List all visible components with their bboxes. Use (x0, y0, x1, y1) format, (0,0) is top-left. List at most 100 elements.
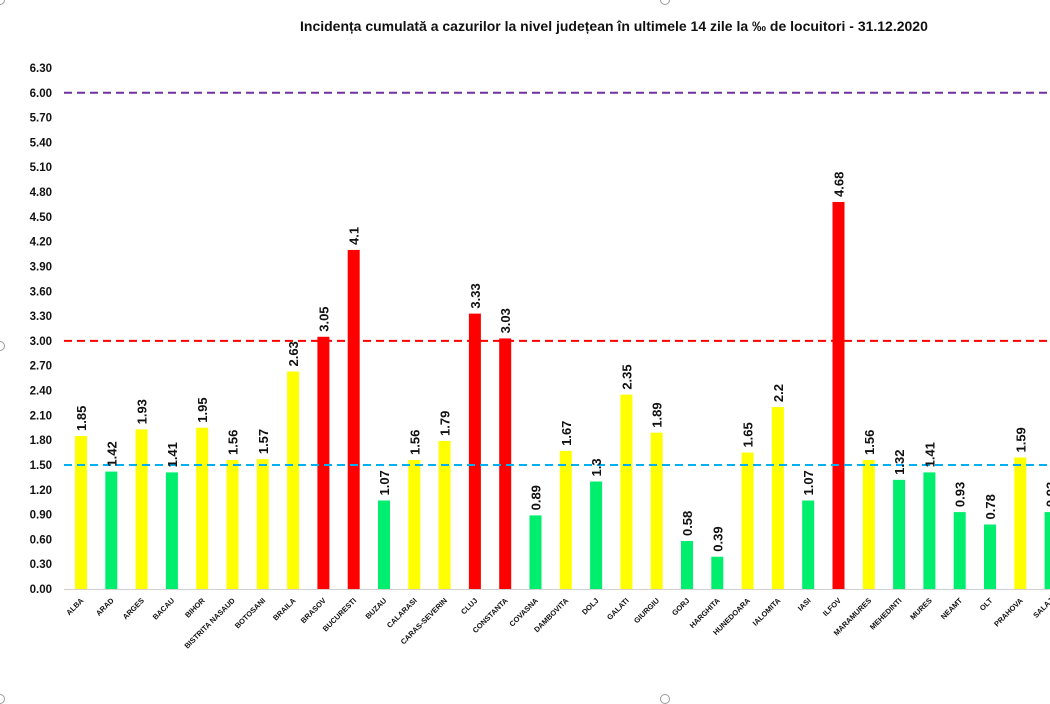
y-tick-label: 6.30 (30, 63, 52, 75)
value-label: 1.95 (195, 397, 210, 422)
value-label: 1.07 (801, 470, 816, 495)
value-label: 1.65 (741, 422, 756, 447)
y-tick-label: 6.00 (30, 88, 52, 100)
category-label: GALATI (605, 596, 631, 622)
category-label: ILFOV (821, 596, 843, 618)
value-label: 4.68 (832, 172, 847, 197)
bar-alba (75, 436, 87, 589)
bar-calarasi (408, 459, 421, 589)
y-tick-label: 0.00 (30, 584, 52, 596)
bar-buzau (378, 500, 390, 589)
value-label: 1.41 (165, 442, 180, 467)
value-label: 2.2 (771, 384, 786, 402)
value-label: 3.05 (316, 306, 331, 331)
value-label: 1.3 (589, 458, 604, 476)
value-label: 1.59 (1013, 427, 1028, 452)
threshold-lines (64, 91, 1050, 466)
y-tick-label: 2.70 (30, 361, 52, 373)
bar-galati (620, 394, 633, 589)
value-label: 1.57 (256, 429, 271, 454)
category-label: IALOMITA (751, 596, 783, 628)
value-label: 1.42 (104, 441, 119, 466)
value-label: 3.33 (468, 283, 483, 308)
value-label: 1.56 (407, 430, 422, 455)
resize-handle-bottom-middle[interactable] (660, 694, 670, 704)
y-axis: 0.00 0.30 0.60 0.90 1.20 1.50 1.80 2.10 2.40 2.70… (30, 63, 52, 596)
y-tick-label: 4.50 (30, 212, 52, 224)
y-tick-label: 1.20 (30, 485, 52, 497)
value-label: 3.03 (498, 308, 513, 333)
y-tick-label: 0.30 (30, 559, 52, 571)
bar-braila (287, 371, 300, 589)
y-tick-label: 1.80 (30, 435, 52, 447)
bar-dambovita (559, 450, 572, 589)
bars-group (75, 201, 1050, 589)
value-label: 1.89 (650, 402, 665, 427)
bar-hunedoara (741, 452, 754, 589)
y-tick-label: 2.40 (30, 386, 52, 398)
bar-neamt (953, 512, 966, 589)
value-labels-group: 1.85 1.42 1.93 1.41 1.95 1.56 1.57 2.63 3.05 4.1 1… (74, 172, 1050, 552)
bar-bistrita-nasaud (226, 459, 239, 589)
category-label: ALBA (64, 596, 86, 618)
bar-bihor (196, 427, 209, 589)
bar-covasna (529, 515, 542, 589)
bar-botosani (256, 459, 269, 589)
y-tick-label: 0.90 (30, 510, 52, 522)
value-label: 0.89 (529, 485, 544, 510)
value-label: 1.67 (559, 421, 574, 446)
value-label: 0.58 (680, 511, 695, 536)
category-label: DOLJ (580, 596, 601, 617)
y-tick-label: 5.70 (30, 113, 52, 125)
bar-gorj (681, 541, 693, 589)
value-label: 4.1 (347, 227, 362, 245)
value-label: 0.78 (983, 494, 998, 519)
bar-arges (135, 429, 148, 589)
y-tick-label: 0.60 (30, 534, 52, 546)
value-label: 0.93 (1044, 482, 1050, 507)
bar-caras-severin (438, 440, 451, 589)
category-label: BOTOSANI (233, 596, 267, 630)
y-tick-label: 5.10 (30, 162, 52, 174)
value-label: 1.93 (135, 399, 150, 424)
category-label: BRASOV (299, 596, 328, 625)
value-label: 1.85 (74, 406, 89, 431)
category-label: BIHOR (183, 596, 207, 620)
bar-mehedinti (893, 479, 906, 589)
category-label: ARGES (121, 596, 146, 621)
y-tick-label: 4.20 (30, 237, 52, 249)
category-label: NEAMT (939, 596, 965, 622)
category-label: GIURGIU (632, 596, 661, 625)
y-tick-label: 2.10 (30, 410, 52, 422)
bar-arad (105, 471, 118, 589)
y-tick-label: 3.60 (30, 286, 52, 298)
category-label: PRAHOVA (992, 596, 1025, 629)
y-tick-label: 3.00 (30, 336, 52, 348)
resize-handle-bottom-left[interactable] (0, 694, 5, 704)
value-label: 0.93 (953, 482, 968, 507)
value-label: 0.39 (710, 526, 725, 551)
category-label: SALAJ (1031, 596, 1050, 620)
value-label: 1.56 (226, 430, 241, 455)
category-label: BRAILA (271, 596, 298, 623)
bar-ilfov (832, 201, 845, 589)
bar-iasi (802, 500, 815, 589)
value-label: 1.32 (892, 450, 907, 475)
value-label: 2.35 (619, 364, 634, 389)
y-tick-label: 5.40 (30, 137, 52, 149)
bar-ialomita (771, 407, 784, 589)
bar-brasov (317, 336, 330, 589)
category-label: MURES (908, 596, 934, 622)
bar-maramures (862, 459, 875, 589)
value-label: 1.56 (862, 430, 877, 455)
category-label: BACAU (151, 596, 177, 622)
bar-salaj (1044, 512, 1050, 589)
category-label: OLT (978, 596, 995, 613)
category-label: ARAD (94, 596, 116, 618)
y-tick-label: 3.30 (30, 311, 52, 323)
bar-dolj (590, 481, 603, 589)
bar-giurgiu (650, 432, 663, 589)
